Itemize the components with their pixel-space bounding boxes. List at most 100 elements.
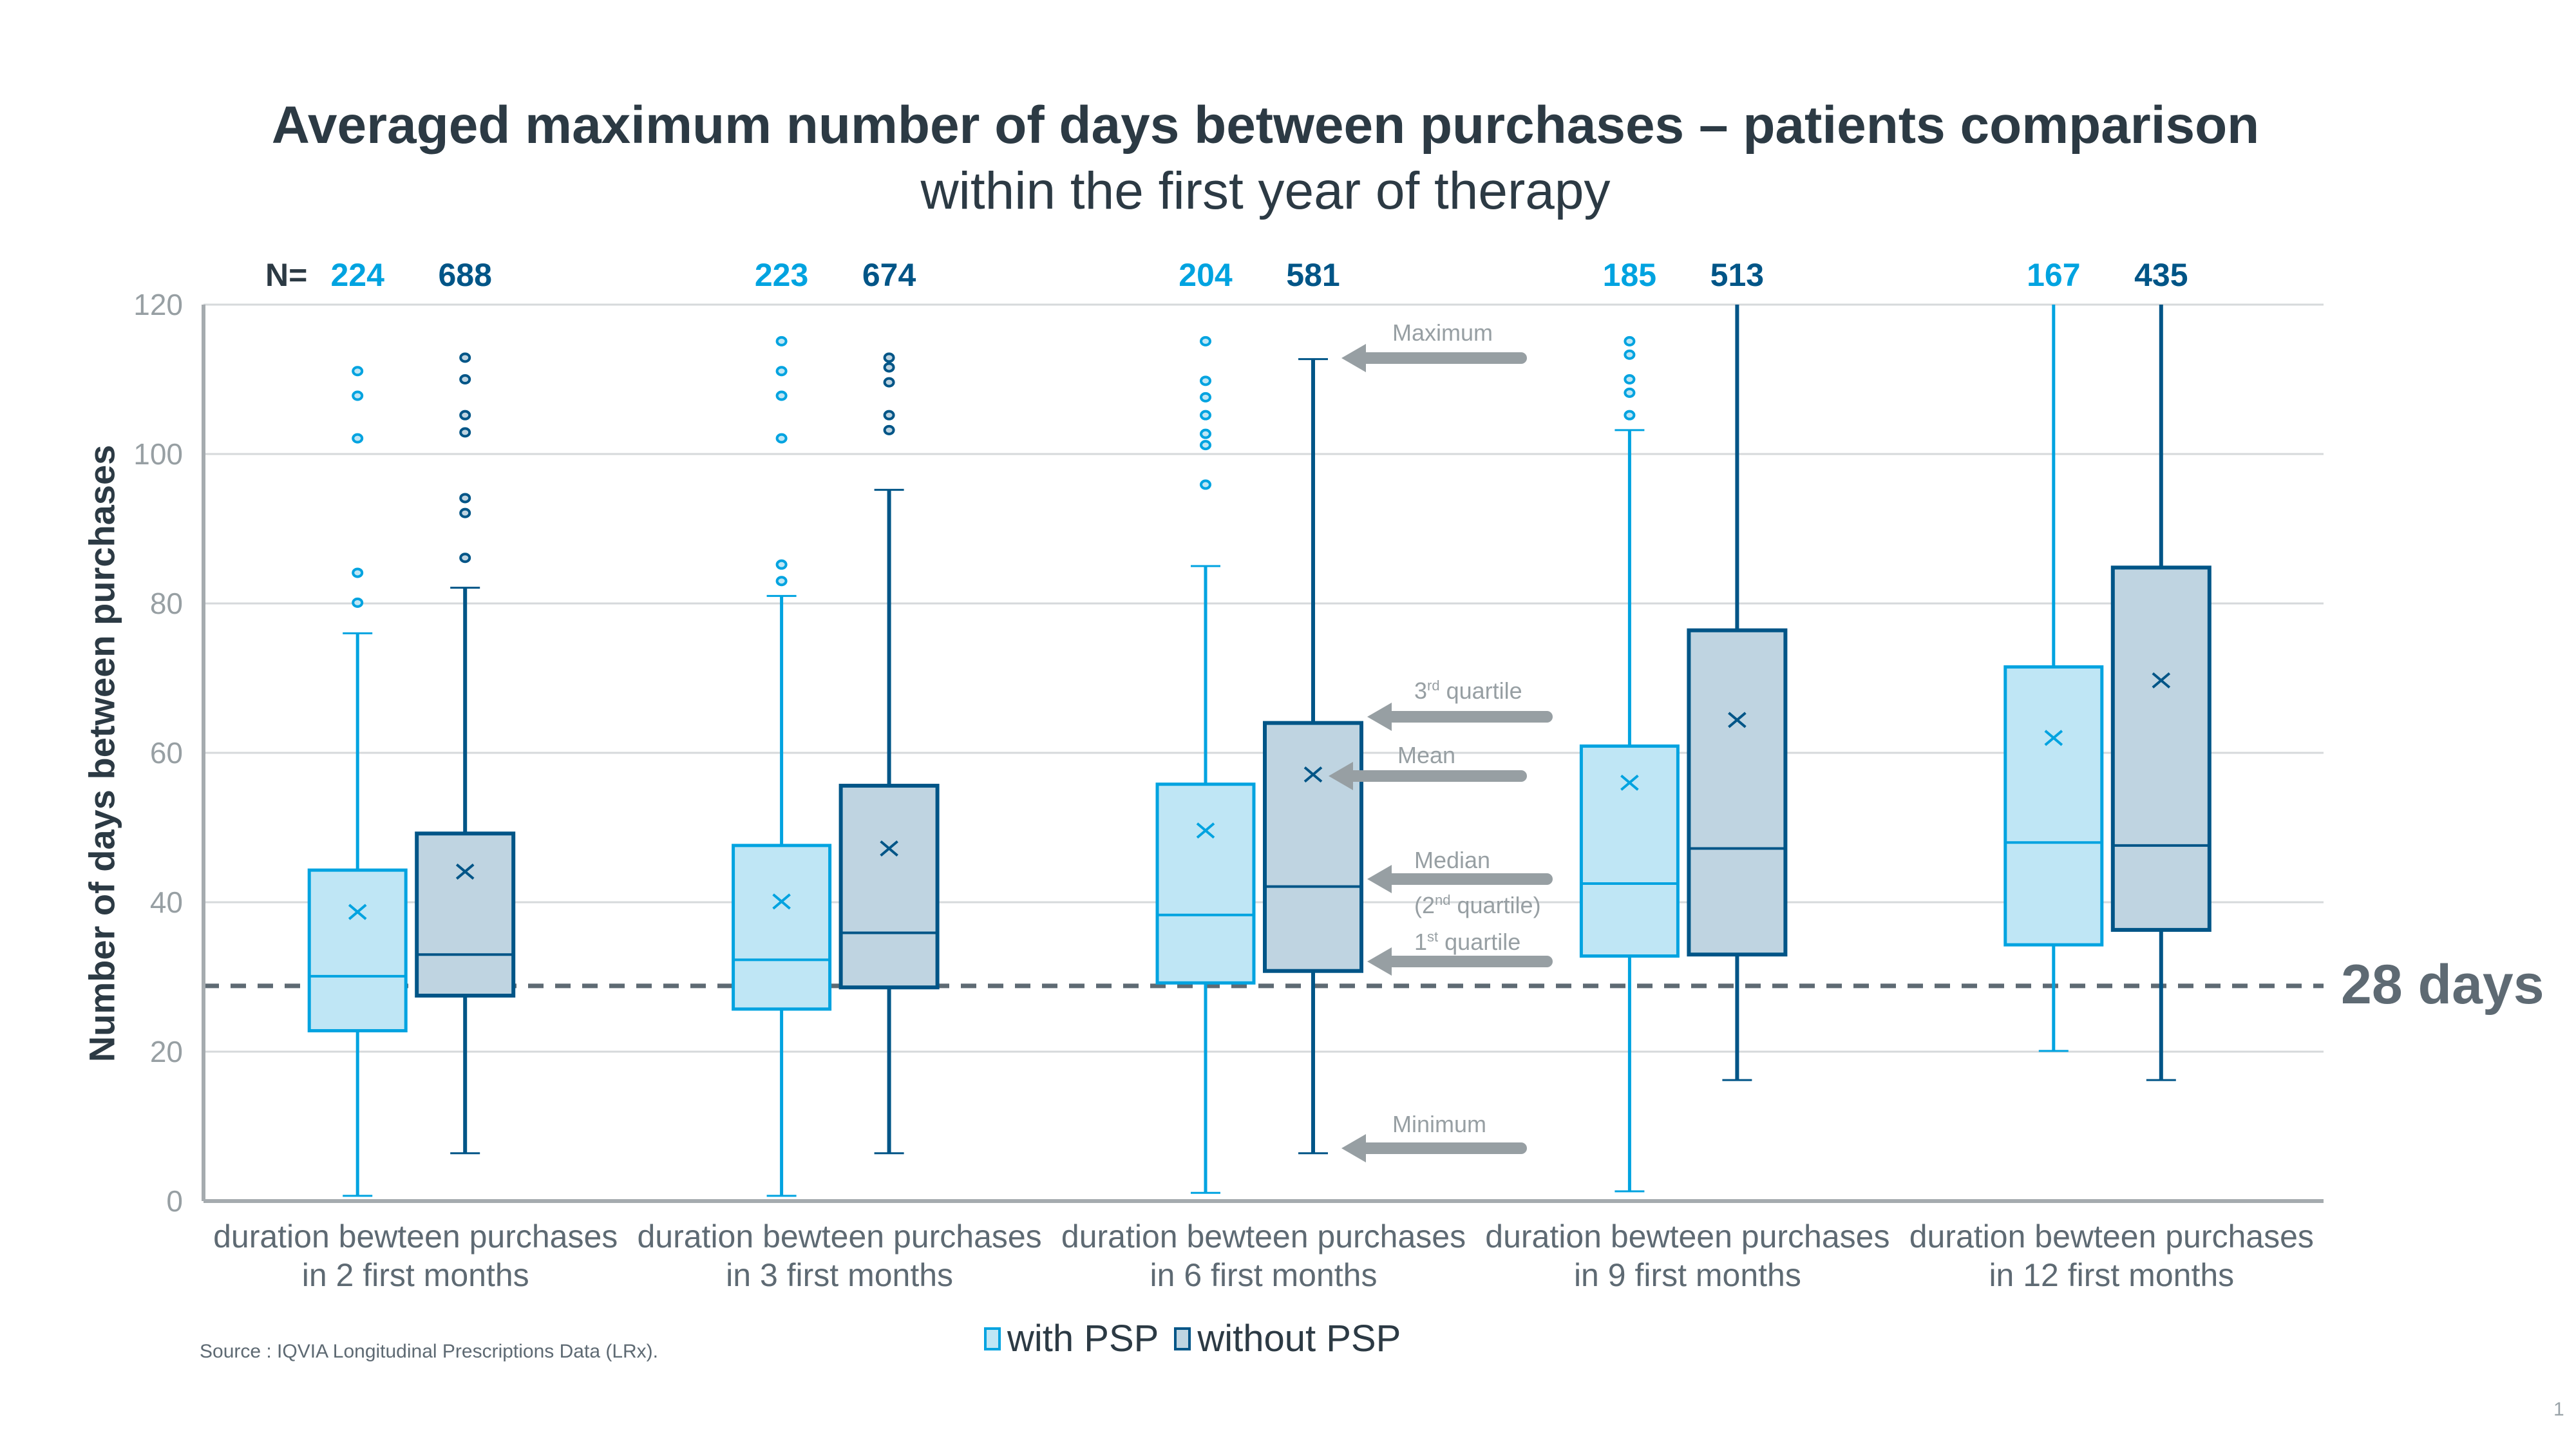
chart-title: Averaged maximum number of days between … — [271, 96, 2260, 155]
legend-item-with-psp: with PSP — [984, 1317, 1159, 1360]
annotation-median-2nd: (2nd quartile) — [1414, 892, 1541, 919]
mean-marker — [1303, 766, 1323, 783]
outlier-point — [1624, 349, 1636, 360]
x-category-label-line: duration bewteen purchases — [1909, 1218, 2314, 1255]
x-category-label-line: duration bewteen purchases — [1485, 1218, 1890, 1255]
outlier-point — [352, 567, 364, 578]
n-count-without-psp: 513 — [1710, 257, 1765, 293]
n-count-without-psp: 688 — [438, 257, 492, 293]
arrow-head — [1329, 762, 1353, 790]
arrow-mean — [1329, 762, 1527, 790]
x-category-label-line: in 3 first months — [726, 1257, 954, 1293]
annotation-median2-sup: nd — [1435, 892, 1451, 908]
legend-swatch-with-psp — [984, 1327, 1001, 1350]
outlier-point — [1624, 387, 1636, 398]
outlier-point — [459, 553, 471, 564]
outlier-point — [352, 390, 364, 401]
outlier-point — [1200, 428, 1211, 439]
arrow-head — [1367, 947, 1392, 976]
x-category-label: duration bewteen purchases in 3 first mon… — [627, 1217, 1052, 1294]
box-without-psp — [1687, 305, 1788, 1081]
x-category-label-line: in 9 first months — [1573, 1257, 1801, 1293]
iqr-box — [1687, 628, 1788, 957]
outlier-point — [459, 352, 471, 363]
arrow-minimum — [1341, 1134, 1527, 1162]
outlier-point — [459, 493, 471, 504]
iqr-box — [2003, 665, 2104, 947]
outlier-point — [352, 433, 364, 444]
outlier-point — [459, 374, 471, 384]
arrow-median — [1367, 865, 1553, 893]
box-without-psp — [415, 352, 516, 1155]
boxes — [307, 305, 2211, 1197]
outlier-point — [352, 597, 364, 608]
axes — [202, 305, 2324, 1203]
legend-swatch-without-psp — [1174, 1327, 1191, 1350]
n-count-without-psp: 674 — [862, 257, 916, 293]
outlier-point — [883, 352, 895, 363]
y-tick-labels: 0 20 40 60 80 100 120 — [133, 288, 183, 1218]
mean-marker — [2044, 730, 2063, 746]
n-count-with-psp: 204 — [1179, 257, 1233, 293]
outlier-point — [775, 390, 788, 401]
mean-marker — [455, 863, 475, 880]
n-count-without-psp: 435 — [2134, 257, 2188, 293]
annotation-median2-suffix: quartile) — [1450, 892, 1541, 918]
legend-label-without-psp: without PSP — [1197, 1318, 1401, 1359]
mean-marker — [1196, 822, 1215, 839]
annotation-arrows — [1329, 344, 1553, 1162]
n-count-with-psp: 167 — [2027, 257, 2081, 293]
box-without-psp — [1263, 358, 1363, 1155]
outlier-point — [1200, 479, 1211, 490]
source-note: Source : IQVIA Longitudinal Prescription… — [200, 1341, 659, 1362]
outlier-point — [883, 377, 895, 388]
n-label: N= — [265, 257, 308, 293]
x-category-label-line: duration bewteen purchases — [213, 1218, 618, 1255]
x-category-label: duration bewteen purchases in 2 first mon… — [203, 1217, 628, 1294]
outlier-point — [775, 336, 788, 346]
x-category-label: duration bewteen purchases in 9 first mon… — [1475, 1217, 1900, 1294]
annotation-q3-text: quartile — [1439, 677, 1522, 704]
iqr-box — [732, 844, 832, 1011]
outlier-point — [352, 366, 364, 377]
x-category-label-line: in 12 first months — [1989, 1257, 2235, 1293]
box-with-psp — [1155, 336, 1256, 1194]
chart-subtitle: within the first year of therapy — [920, 162, 1611, 220]
mean-marker — [1620, 774, 1639, 791]
arrow-q1 — [1367, 947, 1553, 976]
x-category-label-line: duration bewteen purchases — [637, 1218, 1042, 1255]
outlier-point — [775, 366, 788, 377]
outlier-point — [1200, 375, 1211, 386]
y-tick-label: 60 — [150, 736, 183, 770]
outlier-point — [883, 424, 895, 435]
x-category-label: duration bewteen purchases in 12 first mo… — [1899, 1217, 2324, 1294]
outlier-point — [459, 410, 471, 421]
iqr-box — [2110, 565, 2211, 932]
n-count-with-psp: 185 — [1602, 257, 1657, 293]
iqr-box — [1579, 744, 1680, 958]
x-category-label-line: in 2 first months — [301, 1257, 529, 1293]
annotation-minimum: Minimum — [1392, 1111, 1487, 1137]
arrow-head — [1341, 344, 1366, 372]
annotation-q1-num: 1 — [1414, 929, 1428, 955]
y-tick-label: 40 — [150, 886, 183, 919]
outlier-point — [1200, 440, 1211, 451]
arrow-maximum — [1341, 344, 1527, 372]
y-tick-label: 100 — [133, 437, 183, 471]
outlier-point — [459, 427, 471, 438]
box-without-psp — [2110, 305, 2211, 1081]
y-tick-label: 0 — [166, 1184, 183, 1218]
annotation-mean: Mean — [1397, 742, 1456, 768]
y-tick-label: 20 — [150, 1035, 183, 1068]
mean-marker — [772, 893, 791, 910]
mean-marker — [2152, 672, 2171, 689]
legend-label-with-psp: with PSP — [1007, 1318, 1159, 1359]
n-count-with-psp: 223 — [754, 257, 809, 293]
iqr-box — [1155, 782, 1256, 985]
annotation-q3-sup: rd — [1427, 677, 1440, 694]
box-with-psp — [1579, 336, 1680, 1193]
threshold-label: 28 days — [2341, 954, 2544, 1016]
iqr-box — [415, 831, 516, 998]
x-category-label-line: in 6 first months — [1150, 1257, 1378, 1293]
